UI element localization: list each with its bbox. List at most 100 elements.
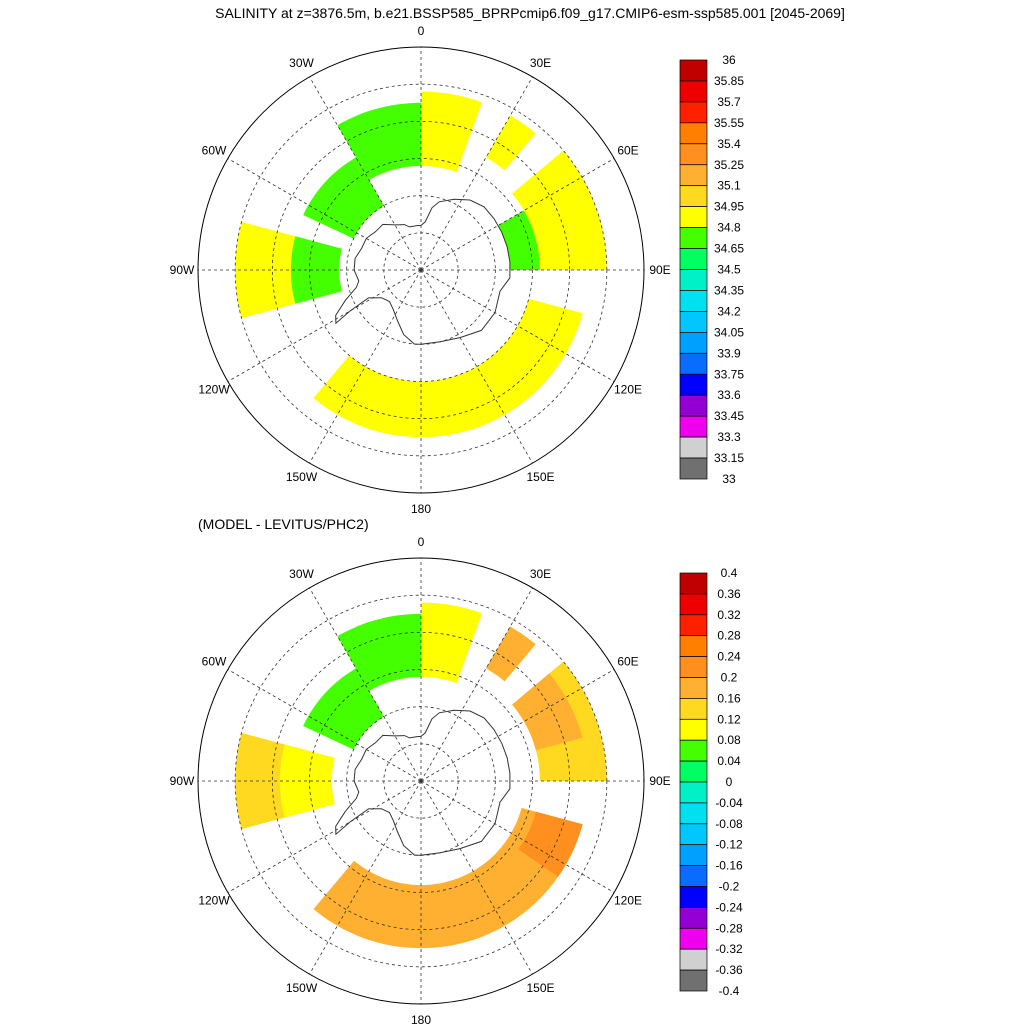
colorbar-label: 34.35 (714, 283, 744, 297)
longitude-label: 0 (418, 535, 425, 549)
colorbar-box (679, 227, 708, 249)
meridian-line (309, 587, 422, 782)
colorbar-box (679, 164, 708, 187)
colorbar-label: 34.5 (717, 263, 741, 277)
colorbar-box (679, 269, 708, 291)
longitude-label: 90E (649, 263, 670, 277)
ocean-field-4 (303, 157, 384, 239)
meridian-line (309, 269, 422, 464)
ocean-field-5 (498, 210, 540, 270)
colorbar-label: -0.32 (715, 942, 743, 956)
colorbar-label: 35.85 (714, 74, 744, 88)
graticule (198, 558, 644, 1004)
antarctica-coastline (335, 198, 511, 345)
longitude-label: 90W (170, 263, 195, 277)
ocean-field-0 (313, 298, 583, 438)
colorbar-box (679, 394, 708, 417)
antarctica-coastline (335, 709, 511, 856)
colorbar-label: 33 (722, 472, 736, 486)
latitude-circle (271, 120, 571, 420)
colorbar-label: 35.4 (717, 137, 741, 151)
longitude-label: 150E (526, 470, 554, 484)
ocean-fields (235, 91, 607, 438)
meridian-line (227, 269, 422, 382)
colorbar-box (679, 457, 708, 480)
colorbar-box (679, 290, 708, 312)
ocean-field-3 (279, 744, 335, 818)
ocean-field-7 (421, 91, 482, 173)
colorbar-box (679, 698, 708, 720)
meridian-line (309, 780, 422, 975)
meridian-line (420, 158, 615, 271)
meridian-line (420, 269, 615, 382)
colorbar-box (679, 80, 708, 103)
colorbar-label: 0.2 (721, 671, 738, 685)
meridian-line (309, 76, 422, 271)
latitude-circle (309, 669, 533, 893)
colorbar-box (679, 760, 708, 783)
longitude-label: 180 (411, 502, 431, 516)
longitude-label: 60W (202, 144, 227, 158)
colorbar-label: 33.3 (717, 430, 741, 444)
colorbar-box (679, 122, 708, 145)
difference-panel-title: (MODEL - LEVITUS/PHC2) (198, 516, 369, 532)
colorbar-label: 0.12 (717, 712, 741, 726)
colorbar-box (679, 865, 708, 887)
colorbar-box (679, 206, 708, 228)
longitude-label: 150W (286, 981, 318, 995)
colorbar-box (679, 101, 708, 124)
colorbar-label: 35.7 (717, 95, 741, 109)
ocean-field-8 (421, 602, 482, 684)
meridian-line (420, 269, 533, 464)
colorbar-label: 34.65 (714, 242, 744, 256)
map-boundary (197, 557, 645, 1005)
colorbar-label: 0.24 (717, 650, 741, 664)
meridian-line (420, 587, 533, 782)
colorbar-box (679, 781, 708, 804)
colorbar-label: 33.6 (717, 388, 741, 402)
colorbar-label: -0.04 (715, 796, 743, 810)
colorbar-label: 0 (726, 775, 733, 789)
colorbar-label: 0.28 (717, 629, 741, 643)
colorbar-box (679, 373, 708, 396)
colorbar-box (679, 969, 708, 992)
colorbar-box (679, 844, 708, 866)
colorbar-label: 33.75 (714, 367, 744, 381)
colorbar-box (679, 415, 708, 438)
longitude-label: 60W (202, 655, 227, 669)
ocean-field-6 (512, 673, 583, 751)
colorbar-box (679, 739, 708, 762)
colorbar-label: 35.25 (714, 158, 744, 172)
colorbar-label: 33.45 (714, 409, 744, 423)
meridian-line (227, 669, 422, 782)
meridian-line (227, 158, 422, 271)
colorbar-label: -0.12 (715, 838, 743, 852)
longitude-label: 120E (614, 383, 642, 397)
latitude-circle (234, 594, 608, 968)
longitude-label: 30W (289, 567, 314, 581)
latitude-circle (309, 158, 533, 382)
colorbar-box (679, 927, 708, 950)
colorbar-label: 0.04 (717, 754, 741, 768)
meridian-line (420, 669, 615, 782)
colorbar-box (679, 635, 708, 657)
ocean-field-0 (313, 807, 583, 949)
colorbar-label: -0.08 (715, 817, 743, 831)
longitude-label: 180 (411, 1013, 431, 1024)
colorbar-box (679, 886, 708, 908)
latitude-circle (271, 631, 571, 931)
latitude-circle (234, 83, 608, 457)
salinity-colorbar: 36 35.85 35.7 35.55 35.4 35.25 35.1 34.95 34.8 34… (679, 53, 744, 486)
colorbar-label: -0.24 (715, 900, 743, 914)
colorbar-label: 34.05 (714, 325, 744, 339)
colorbar-box (679, 311, 708, 333)
colorbar-box (679, 823, 708, 846)
colorbar-label: 0.16 (717, 691, 741, 705)
colorbar-box (679, 907, 708, 929)
colorbar-box (679, 352, 708, 375)
longitude-label: 60E (617, 144, 638, 158)
difference-panel: 0 30E 60E 90E 120E 150E 180 150W 120W 90W 60W 30W (170, 535, 671, 1024)
colorbar-box (679, 718, 708, 741)
colorbar-label: -0.4 (719, 984, 740, 998)
